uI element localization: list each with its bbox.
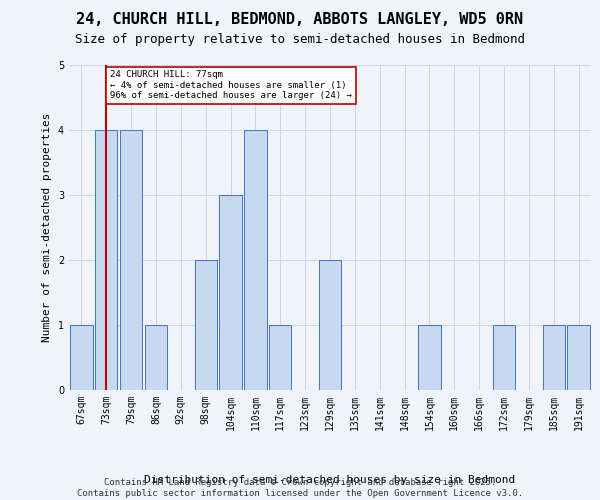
Bar — [418, 325, 440, 390]
Bar — [220, 195, 242, 390]
Bar — [269, 325, 292, 390]
Bar — [542, 325, 565, 390]
Text: Size of property relative to semi-detached houses in Bedmond: Size of property relative to semi-detach… — [75, 32, 525, 46]
X-axis label: Distribution of semi-detached houses by size in Bedmond: Distribution of semi-detached houses by … — [145, 474, 515, 484]
Bar — [120, 130, 142, 390]
Bar — [145, 325, 167, 390]
Bar — [95, 130, 118, 390]
Bar — [70, 325, 92, 390]
Text: 24 CHURCH HILL: 77sqm
← 4% of semi-detached houses are smaller (1)
96% of semi-d: 24 CHURCH HILL: 77sqm ← 4% of semi-detac… — [110, 70, 352, 100]
Bar — [244, 130, 266, 390]
Text: Contains HM Land Registry data © Crown copyright and database right 2025.
Contai: Contains HM Land Registry data © Crown c… — [77, 478, 523, 498]
Text: 24, CHURCH HILL, BEDMOND, ABBOTS LANGLEY, WD5 0RN: 24, CHURCH HILL, BEDMOND, ABBOTS LANGLEY… — [76, 12, 524, 28]
Bar — [493, 325, 515, 390]
Bar — [194, 260, 217, 390]
Bar — [568, 325, 590, 390]
Y-axis label: Number of semi-detached properties: Number of semi-detached properties — [43, 113, 52, 342]
Bar — [319, 260, 341, 390]
